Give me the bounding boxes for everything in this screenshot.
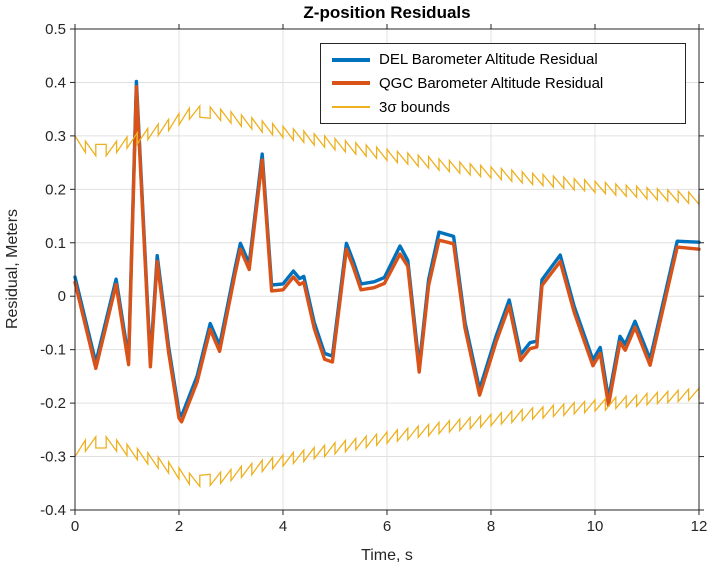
- legend-label-qgc: QGC Barometer Altitude Residual: [379, 74, 604, 92]
- y-axis-label: Residual, Meters: [4, 208, 21, 330]
- y-tick-label: 0.3: [45, 128, 66, 145]
- sigma-upper-bound-line: [74, 104, 700, 207]
- y-tick-label: -0.2: [40, 395, 66, 412]
- y-tick-label: -0.3: [40, 449, 66, 466]
- y-tick-label: -0.1: [40, 342, 66, 359]
- y-tick-label: 0.4: [45, 74, 66, 91]
- qgc-residual-line: [73, 84, 701, 424]
- legend-item-del: DEL Barometer Altitude Residual: [321, 51, 685, 68]
- del-residual-line: [73, 79, 701, 418]
- y-tick-label: 0.1: [45, 235, 66, 252]
- chart-title: Z-position Residuals: [303, 3, 471, 22]
- x-tick-label: 2: [175, 518, 183, 535]
- legend-box: DEL Barometer Altitude Residual QGC Baro…: [320, 43, 686, 124]
- x-tick-label: 8: [487, 518, 495, 535]
- x-tick-label: 12: [691, 518, 708, 535]
- legend-item-bounds: 3σ bounds: [321, 99, 685, 116]
- x-axis-label: Time, s: [361, 547, 413, 564]
- y-tick-label: -0.4: [40, 502, 66, 519]
- qgc-line-sample: [332, 81, 370, 86]
- legend-label-del: DEL Barometer Altitude Residual: [379, 51, 598, 69]
- x-tick-label: 10: [587, 518, 604, 535]
- bounds-line-sample: [332, 106, 370, 109]
- y-tick-label: 0: [58, 288, 66, 305]
- legend-label-bounds: 3σ bounds: [379, 98, 450, 116]
- y-tick-label: 0.5: [45, 21, 66, 38]
- y-tick-label: 0.2: [45, 181, 66, 198]
- x-tick-label: 6: [383, 518, 391, 535]
- del-line-sample: [332, 57, 370, 62]
- legend-item-qgc: QGC Barometer Altitude Residual: [321, 75, 685, 92]
- x-tick-label: 0: [71, 518, 79, 535]
- sigma-lower-bound-line: [74, 386, 700, 489]
- x-tick-label: 4: [279, 518, 287, 535]
